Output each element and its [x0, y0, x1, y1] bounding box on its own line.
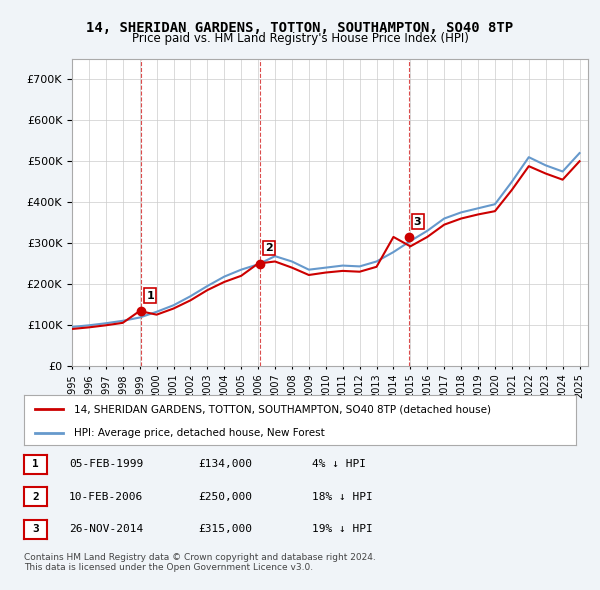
Text: Contains HM Land Registry data © Crown copyright and database right 2024.: Contains HM Land Registry data © Crown c…	[24, 553, 376, 562]
Text: 3: 3	[414, 217, 421, 227]
Text: 1: 1	[32, 460, 39, 469]
Text: 05-FEB-1999: 05-FEB-1999	[69, 460, 143, 469]
Text: 19% ↓ HPI: 19% ↓ HPI	[312, 525, 373, 534]
Text: £134,000: £134,000	[198, 460, 252, 469]
Text: 14, SHERIDAN GARDENS, TOTTON, SOUTHAMPTON, SO40 8TP (detached house): 14, SHERIDAN GARDENS, TOTTON, SOUTHAMPTO…	[74, 404, 491, 414]
Text: 14, SHERIDAN GARDENS, TOTTON, SOUTHAMPTON, SO40 8TP: 14, SHERIDAN GARDENS, TOTTON, SOUTHAMPTO…	[86, 21, 514, 35]
Text: This data is licensed under the Open Government Licence v3.0.: This data is licensed under the Open Gov…	[24, 563, 313, 572]
Text: £250,000: £250,000	[198, 492, 252, 502]
Text: £315,000: £315,000	[198, 525, 252, 534]
Text: Price paid vs. HM Land Registry's House Price Index (HPI): Price paid vs. HM Land Registry's House …	[131, 32, 469, 45]
Text: 18% ↓ HPI: 18% ↓ HPI	[312, 492, 373, 502]
Text: 2: 2	[32, 492, 39, 502]
Text: 3: 3	[32, 525, 39, 534]
Text: 10-FEB-2006: 10-FEB-2006	[69, 492, 143, 502]
Text: HPI: Average price, detached house, New Forest: HPI: Average price, detached house, New …	[74, 428, 325, 438]
Text: 2: 2	[265, 243, 272, 253]
Text: 26-NOV-2014: 26-NOV-2014	[69, 525, 143, 534]
Text: 4% ↓ HPI: 4% ↓ HPI	[312, 460, 366, 469]
Text: 1: 1	[146, 291, 154, 301]
